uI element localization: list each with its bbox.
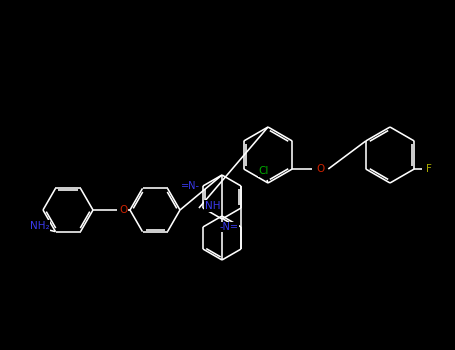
- Text: F: F: [426, 164, 432, 174]
- Text: -N=: -N=: [219, 222, 238, 232]
- Text: O: O: [119, 205, 127, 215]
- Text: NH: NH: [205, 201, 220, 211]
- Text: =N-: =N-: [181, 181, 200, 191]
- Text: O: O: [316, 164, 324, 174]
- Text: Cl: Cl: [259, 166, 269, 176]
- Text: NH₂: NH₂: [30, 220, 49, 231]
